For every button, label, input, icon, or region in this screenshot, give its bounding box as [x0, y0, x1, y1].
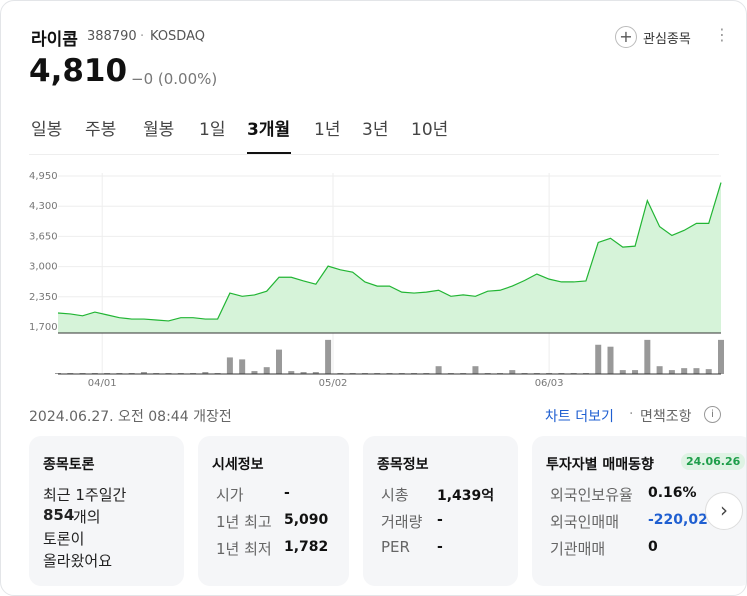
row-label: 시가	[216, 486, 244, 504]
date-badge: 24.06.26	[681, 453, 746, 470]
row-label: 1년 최저	[216, 540, 272, 558]
card-text: 올라왔어요	[43, 552, 113, 570]
stock-code: 388790	[87, 29, 137, 44]
tab-underline	[247, 152, 291, 154]
volume-bar	[607, 346, 614, 374]
divider	[29, 154, 719, 155]
volume-bar	[668, 370, 675, 374]
volume-bar	[251, 371, 258, 374]
card-title: 시세정보	[212, 457, 264, 473]
volume-bar	[509, 370, 516, 374]
chart-more-link[interactable]: 차트 더보기	[545, 409, 614, 425]
card-text: 개의	[73, 508, 101, 526]
row-value: 0	[648, 539, 658, 555]
y-tick-label: 4,300	[29, 201, 58, 212]
volume-bar	[718, 339, 724, 374]
x-tick-label: 06/03	[535, 378, 564, 389]
volume-bar	[263, 367, 270, 374]
row-value: 1,782	[284, 539, 329, 555]
y-tick-label: 3,650	[29, 231, 58, 242]
disclaimer-link[interactable]: 면책조항	[640, 409, 692, 425]
tab[interactable]: 1년	[314, 120, 341, 140]
x-tick-label: 04/01	[88, 378, 117, 389]
volume-bar	[656, 366, 663, 374]
separator: ·	[629, 406, 634, 422]
separator: ·	[140, 29, 145, 44]
menu-button[interactable]: ⋮	[714, 25, 730, 44]
tab[interactable]: 주봉	[85, 120, 117, 140]
y-tick-label: 2,350	[29, 292, 58, 303]
card-text: 토론이	[43, 530, 85, 548]
volume-bar	[644, 339, 651, 374]
price-area	[58, 182, 721, 333]
watch-icon[interactable]: +	[615, 26, 637, 48]
price-change: −0 (0.00%)	[131, 70, 218, 88]
volume-bar	[681, 368, 688, 374]
card-text: 최근 1주일간	[43, 486, 127, 504]
market: KOSDAQ	[150, 29, 205, 44]
tab[interactable]: 10년	[411, 120, 449, 140]
volume-bar	[239, 359, 246, 374]
row-label: PER	[381, 538, 410, 556]
info-icon[interactable]: i	[704, 406, 721, 423]
row-value: 0.16%	[648, 485, 697, 501]
card-title: 종목정보	[377, 457, 429, 473]
next-button[interactable]: ›	[705, 492, 743, 530]
tab[interactable]: 3년	[362, 120, 389, 140]
watch-button[interactable]: 관심종목	[643, 32, 691, 47]
chart: 1,700 2,350 3,000 3,650 4,300 4,950 04/01 05/02…	[29, 171, 724, 389]
tab[interactable]: 일봉	[31, 120, 63, 140]
row-value: -	[437, 512, 443, 528]
volume-bar	[472, 366, 479, 374]
row-value: -220,02	[648, 512, 708, 528]
row-label: 외국인매매	[550, 513, 620, 531]
volume-bar	[202, 372, 209, 374]
y-tick-label: 3,000	[29, 262, 58, 273]
volume-bar	[325, 339, 332, 374]
volume-bar	[435, 366, 442, 374]
row-value: 5,090	[284, 512, 329, 528]
discussion-card[interactable]: 종목토론 최근 1주일간 854 개의 토론이 올라왔어요	[29, 436, 184, 586]
stock-name: 라이콤	[31, 30, 78, 50]
card-title: 종목토론	[43, 457, 95, 473]
row-label: 거래량	[381, 513, 423, 531]
current-price: 4,810	[29, 53, 128, 89]
row-label: 외국인보유율	[550, 486, 633, 504]
volume-bar	[276, 349, 282, 374]
volume-bar	[619, 370, 626, 374]
row-label: 기관매매	[550, 540, 606, 558]
volume-bar	[705, 369, 712, 374]
row-value: -	[437, 539, 443, 555]
row-label: 1년 최고	[216, 513, 272, 531]
volume-bar	[595, 344, 602, 374]
x-tick-label: 05/02	[319, 378, 348, 389]
y-tick-label: 1,700	[29, 322, 58, 333]
row-value: -	[284, 485, 290, 501]
volume-bar	[140, 372, 147, 374]
row-value: 1,439억	[437, 488, 495, 504]
card-count: 854	[43, 506, 75, 524]
volume-bar	[226, 357, 233, 374]
y-tick-label: 4,950	[29, 171, 58, 182]
tab[interactable]: 월봉	[143, 120, 175, 140]
volume-bar	[312, 372, 319, 374]
tab[interactable]: 3개월	[247, 120, 291, 140]
volume-bar	[693, 368, 700, 374]
timestamp: 2024.06.27. 오전 08:44 개장전	[29, 409, 232, 425]
volume-bar	[288, 371, 295, 374]
card-title: 투자자별 매매동향	[546, 457, 654, 473]
tab[interactable]: 1일	[199, 120, 226, 140]
row-label: 시총	[381, 486, 409, 504]
volume-bar	[300, 372, 307, 374]
volume-bar	[632, 370, 639, 374]
price-line	[57, 182, 722, 322]
